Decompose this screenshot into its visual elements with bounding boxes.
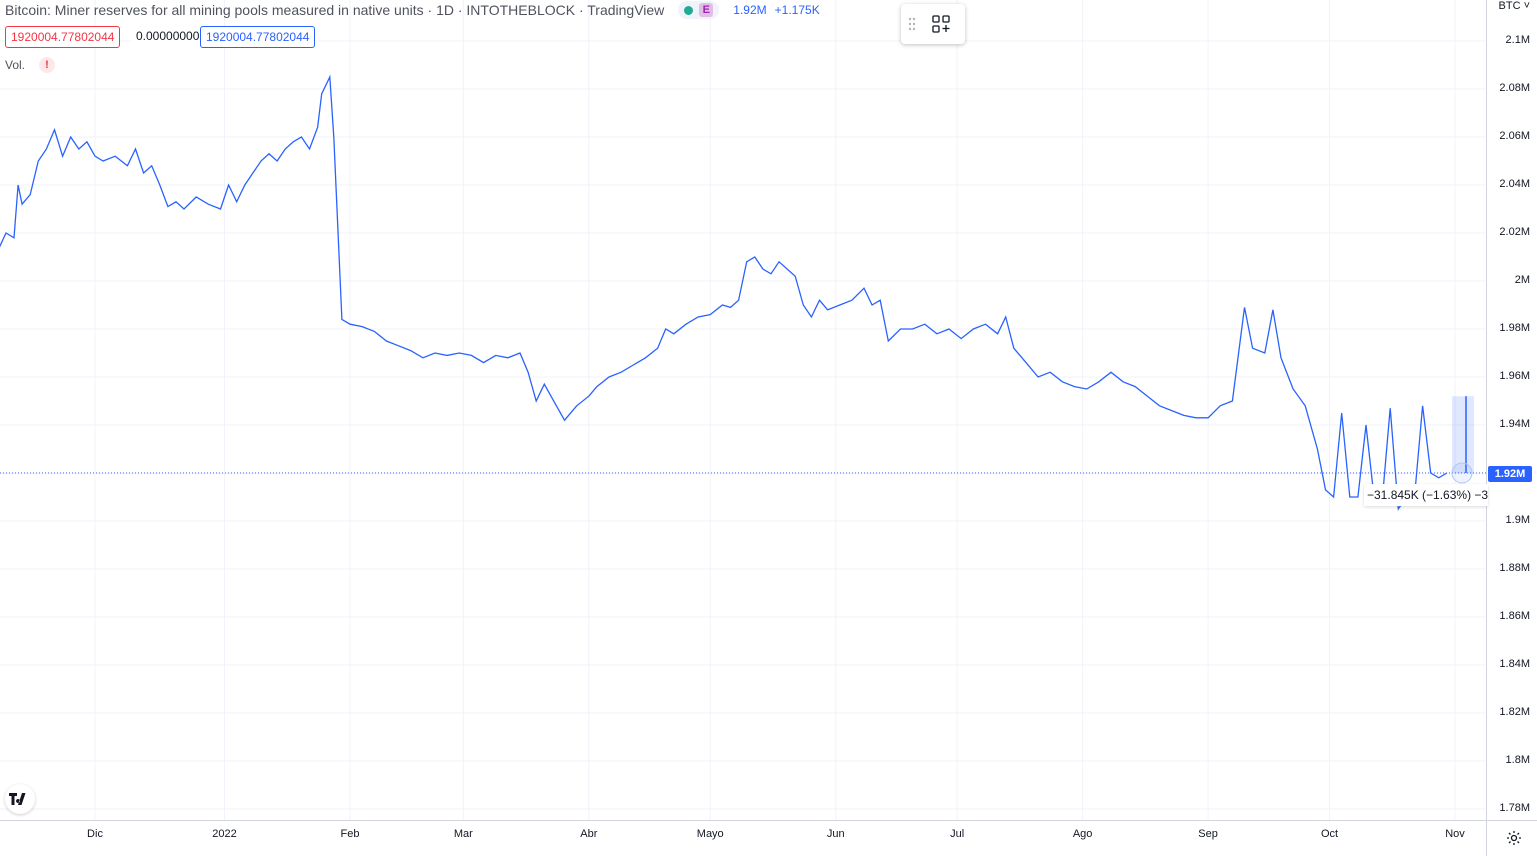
earnings-badge[interactable]: E bbox=[699, 3, 714, 17]
time-axis-label: Ago bbox=[1072, 828, 1093, 840]
measure-range bbox=[1452, 396, 1474, 473]
price-axis-label: 1.88M bbox=[1499, 562, 1530, 574]
current-price-tag: 1.92M bbox=[1488, 466, 1532, 482]
price-axis-label: 2.04M bbox=[1499, 178, 1530, 190]
floating-toolbar bbox=[901, 4, 965, 44]
price-axis-label: 2.1M bbox=[1505, 34, 1530, 46]
tradingview-logo-icon bbox=[9, 793, 26, 805]
time-axis-label: Jul bbox=[950, 828, 965, 840]
price-axis-label: 1.98M bbox=[1499, 322, 1530, 334]
time-axis-label: Sep bbox=[1198, 828, 1218, 840]
tradingview-logo[interactable] bbox=[5, 784, 35, 814]
last-value: 1.92M bbox=[733, 3, 767, 17]
price-axis-label: 1.9M bbox=[1505, 514, 1530, 526]
measure-tooltip: −31.845K (−1.63%) −3 bbox=[1364, 484, 1488, 506]
time-axis-label: Jun bbox=[826, 828, 845, 840]
series-line[interactable] bbox=[0, 74, 1448, 511]
price-axis-label: 1.84M bbox=[1499, 658, 1530, 670]
price-axis-label: 2M bbox=[1514, 274, 1530, 286]
price-axis-label: 2.06M bbox=[1499, 130, 1530, 142]
volume-label[interactable]: Vol. bbox=[5, 58, 26, 72]
time-axis-label: 2022 bbox=[212, 828, 237, 840]
price-axis-label: 1.86M bbox=[1499, 610, 1530, 622]
time-axis-label: Feb bbox=[340, 828, 360, 840]
price-axis-label: 1.78M bbox=[1499, 802, 1530, 814]
price-axis[interactable]: BTC ˅ 2.1M 2.08M 2.06M 2.04M 2.02M 2M 1.98M 1.9… bbox=[1486, 0, 1537, 820]
price-axis-label: 1.96M bbox=[1499, 370, 1530, 382]
time-axis-label: Mar bbox=[453, 828, 473, 840]
currency-selector[interactable]: BTC ˅ bbox=[1498, 0, 1530, 12]
price-axis-label: 2.02M bbox=[1499, 226, 1530, 238]
change-value: +1.175K bbox=[774, 3, 820, 17]
gear-icon[interactable] bbox=[1506, 830, 1522, 851]
settings-corner bbox=[1486, 820, 1537, 856]
volume-legend: Vol. ! bbox=[5, 57, 56, 73]
time-axis-label: Mayo bbox=[696, 828, 724, 840]
time-axis-label: Abr bbox=[580, 828, 598, 840]
price-axis-label: 1.82M bbox=[1499, 706, 1530, 718]
price-axis-label: 2.08M bbox=[1499, 82, 1530, 94]
add-to-layout-icon[interactable] bbox=[923, 15, 959, 33]
legend-value-plain: 0.00000000 bbox=[131, 26, 205, 46]
time-axis-label: Nov bbox=[1445, 828, 1465, 840]
chart-pane[interactable] bbox=[0, 0, 1486, 820]
drag-handle-icon[interactable] bbox=[901, 17, 923, 31]
time-axis-label: Oct bbox=[1320, 828, 1339, 840]
legend-value-red: 1920004.77802044 bbox=[5, 26, 121, 48]
status-badges[interactable]: E bbox=[678, 1, 720, 19]
time-axis[interactable]: Dic 2022 Feb Mar Abr Mayo Jun Jul Ago Sep Oct Nov bbox=[0, 820, 1486, 856]
market-status-icon bbox=[684, 5, 694, 15]
legend-value-blue: 1920004.77802044 bbox=[200, 26, 316, 48]
time-axis-label: Dic bbox=[87, 828, 103, 840]
chevron-down-icon: ˅ bbox=[1520, 0, 1530, 12]
series-title-row: Bitcoin: Miner reserves for all mining p… bbox=[5, 1, 820, 19]
warning-icon[interactable]: ! bbox=[39, 57, 56, 73]
price-axis-label: 1.8M bbox=[1505, 754, 1530, 766]
chart-canvas[interactable] bbox=[0, 0, 1486, 820]
price-axis-label: 1.94M bbox=[1499, 418, 1530, 430]
series-title[interactable]: Bitcoin: Miner reserves for all mining p… bbox=[5, 2, 665, 18]
crosshair-cursor bbox=[1451, 462, 1473, 484]
